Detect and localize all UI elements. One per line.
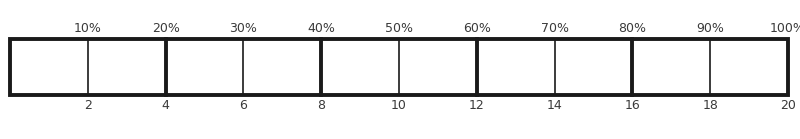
- Text: 18: 18: [702, 99, 718, 112]
- Text: 30%: 30%: [230, 22, 258, 35]
- Text: 60%: 60%: [463, 22, 490, 35]
- Text: 20: 20: [780, 99, 796, 112]
- Text: 2: 2: [84, 99, 92, 112]
- Bar: [10, 39, 788, 95]
- Text: 10: 10: [391, 99, 407, 112]
- Text: 10%: 10%: [74, 22, 102, 35]
- Text: 6: 6: [239, 99, 247, 112]
- Text: 70%: 70%: [541, 22, 569, 35]
- Text: 80%: 80%: [618, 22, 646, 35]
- Text: 14: 14: [546, 99, 562, 112]
- Text: 12: 12: [469, 99, 485, 112]
- Text: 50%: 50%: [385, 22, 413, 35]
- Text: 100%: 100%: [770, 22, 800, 35]
- Text: 20%: 20%: [152, 22, 179, 35]
- Text: 40%: 40%: [307, 22, 335, 35]
- Text: 90%: 90%: [696, 22, 724, 35]
- Text: 8: 8: [317, 99, 325, 112]
- Text: 16: 16: [625, 99, 640, 112]
- Text: 4: 4: [162, 99, 170, 112]
